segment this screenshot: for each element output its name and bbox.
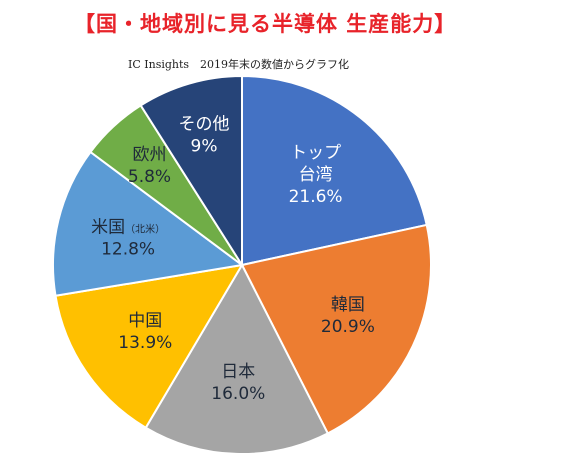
slice-sub-4: （北米）: [125, 222, 165, 235]
pie-slice-4: [52, 150, 245, 297]
slice-value-0: 21.6%: [289, 187, 343, 207]
pie-slice-0: [241, 74, 428, 267]
pie-slice-2: [144, 262, 330, 455]
slice-value-6: 9%: [191, 136, 218, 156]
slice-name-2: 日本: [221, 362, 255, 382]
slice-value-1: 20.9%: [321, 317, 375, 337]
slice-value-4: 12.8%: [101, 239, 155, 259]
slice-name-5: 欧州: [133, 145, 167, 165]
slice-value-5: 5.8%: [128, 167, 171, 187]
slice-name-0-0: トップ: [290, 143, 341, 163]
pie-slice-3: [54, 263, 244, 430]
pie-slice-1: [240, 223, 432, 435]
chart-subtitle: IC Insights 2019年末の数値からグラフ化: [128, 58, 350, 71]
slice-name-6: その他: [179, 114, 230, 134]
slice-name-3: 中国: [128, 311, 162, 331]
slice-value-3: 13.9%: [118, 333, 172, 353]
slice-value-2: 16.0%: [211, 384, 265, 404]
pie-slice-6: [139, 74, 243, 269]
slice-name-1: 韓国: [331, 295, 365, 315]
chart-title: 【国・地域別に見る半導体 生産能力】: [74, 12, 457, 36]
slice-name-0-1: 台湾: [299, 165, 333, 185]
